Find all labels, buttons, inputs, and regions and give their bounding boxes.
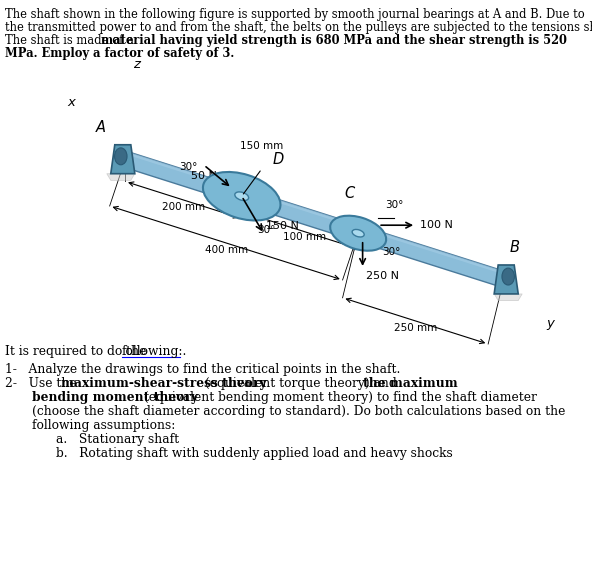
Text: maximum-shear-stress theory: maximum-shear-stress theory bbox=[61, 377, 266, 390]
Text: 400 mm: 400 mm bbox=[205, 245, 247, 254]
Text: z: z bbox=[133, 58, 140, 71]
Text: A: A bbox=[96, 120, 106, 135]
Text: 250 mm: 250 mm bbox=[394, 323, 437, 333]
Text: 100 mm: 100 mm bbox=[283, 232, 326, 242]
Text: 30°: 30° bbox=[179, 162, 197, 172]
Text: 250 N: 250 N bbox=[366, 271, 399, 281]
Polygon shape bbox=[494, 265, 518, 294]
Text: MPa. Employ a factor of safety of 3.: MPa. Employ a factor of safety of 3. bbox=[5, 47, 234, 60]
Text: the transmitted power to and from the shaft, the belts on the pulleys are subjec: the transmitted power to and from the sh… bbox=[5, 21, 592, 34]
Text: y: y bbox=[546, 318, 554, 330]
Text: x: x bbox=[67, 96, 75, 109]
Text: bending moment theory: bending moment theory bbox=[32, 391, 198, 404]
Ellipse shape bbox=[235, 192, 249, 200]
Polygon shape bbox=[107, 174, 135, 180]
Text: 1-   Analyze the drawings to find the critical points in the shaft.: 1- Analyze the drawings to find the crit… bbox=[5, 363, 400, 376]
Ellipse shape bbox=[330, 216, 386, 251]
Ellipse shape bbox=[352, 230, 364, 237]
Text: B: B bbox=[510, 240, 520, 255]
Text: b.   Rotating shaft with suddenly applied load and heavy shocks: b. Rotating shaft with suddenly applied … bbox=[56, 447, 453, 460]
Text: 50 N: 50 N bbox=[191, 171, 217, 181]
Text: 30°: 30° bbox=[385, 200, 403, 210]
Polygon shape bbox=[127, 151, 506, 275]
Text: the maximum: the maximum bbox=[363, 377, 458, 390]
Text: 150 mm: 150 mm bbox=[240, 141, 284, 151]
Text: The shaft is made of a: The shaft is made of a bbox=[5, 34, 137, 47]
Ellipse shape bbox=[502, 268, 514, 285]
Text: 30°: 30° bbox=[382, 248, 401, 257]
Text: D: D bbox=[273, 152, 284, 167]
Text: (equivalent torque theory) and: (equivalent torque theory) and bbox=[201, 377, 401, 390]
Text: C: C bbox=[344, 186, 355, 201]
Text: (equivalent bending moment theory) to find the shaft diameter: (equivalent bending moment theory) to fi… bbox=[140, 391, 537, 404]
Ellipse shape bbox=[203, 172, 281, 221]
Polygon shape bbox=[123, 151, 506, 287]
Text: 30°: 30° bbox=[258, 225, 276, 235]
Text: 150 N: 150 N bbox=[266, 221, 299, 231]
Text: The shaft shown in the following figure is supported by smooth journal bearings : The shaft shown in the following figure … bbox=[5, 8, 585, 21]
Polygon shape bbox=[111, 145, 135, 174]
Text: 200 mm: 200 mm bbox=[162, 202, 205, 212]
Text: 100 N: 100 N bbox=[420, 220, 452, 230]
Text: following:.: following:. bbox=[122, 345, 188, 358]
Text: material having yield strength is 680 MPa and the shear strength is 520: material having yield strength is 680 MP… bbox=[101, 34, 567, 47]
Text: (choose the shaft diameter according to standard). Do both calculations based on: (choose the shaft diameter according to … bbox=[32, 405, 565, 418]
Text: following assumptions:: following assumptions: bbox=[32, 419, 175, 432]
Polygon shape bbox=[494, 294, 522, 301]
Text: 2-   Use the: 2- Use the bbox=[5, 377, 81, 390]
Ellipse shape bbox=[115, 148, 127, 165]
Text: It is required to do the: It is required to do the bbox=[5, 345, 150, 358]
Text: a.   Stationary shaft: a. Stationary shaft bbox=[56, 433, 179, 446]
